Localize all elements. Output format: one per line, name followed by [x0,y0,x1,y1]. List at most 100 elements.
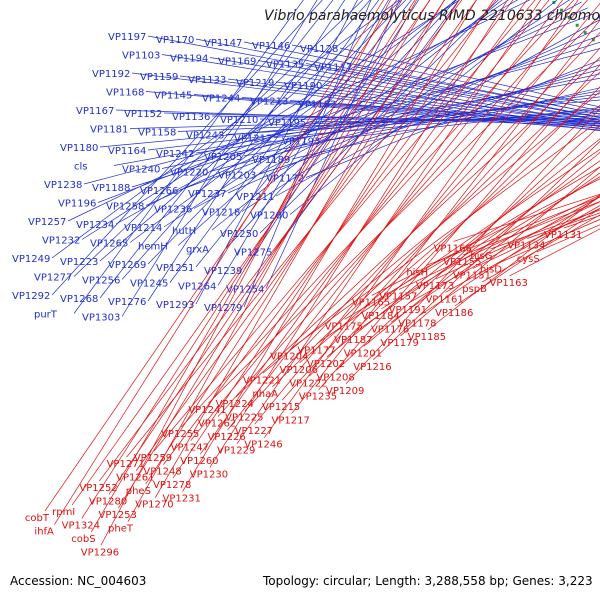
forward-gene-label: VP1193 [282,137,320,148]
forward-gene-label: VP1194 [170,54,208,65]
reverse-gene-label: VP1260 [180,456,218,467]
forward-gene-label: VP1268 [60,294,98,305]
reverse-gene-label: VP1206 [280,365,318,376]
reverse-leader-line [190,0,550,441]
reverse-leader-line [180,0,575,428]
reverse-gene-label: VP1151 [453,270,491,281]
forward-leader-line [307,117,600,123]
reverse-gene-label: VP1247 [171,443,209,454]
forward-leader-line [121,0,318,317]
reverse-leader-line [289,119,600,350]
forward-gene-label: VP1196 [58,199,96,210]
reverse-leader-line [99,0,463,482]
reverse-gene-label: VP1230 [190,470,228,481]
forward-leader-line [99,0,403,262]
reverse-gene-label: VP1221 [243,375,281,386]
reverse-leader-line [291,19,600,414]
forward-leader-line [339,47,600,108]
forward-gene-label: VP1236 [154,205,192,216]
reverse-gene-label: VP1215 [262,402,300,413]
forward-gene-label: VP1180 [60,143,98,154]
forward-gene-label: VP1257 [28,217,66,228]
forward-leader-line [147,0,346,302]
reverse-gene-label: VP1225 [225,413,263,424]
reverse-gene-label: VP1185 [408,332,446,343]
reverse-gene-label: VP1241 [188,405,226,416]
forward-leader-line [275,81,600,125]
forward-gene-label: hemH [138,242,168,253]
reverse-gene-label: VP1178 [398,318,436,329]
forward-leader-line [217,0,389,286]
reverse-gene-label: hisD [480,264,502,275]
scale-tick [575,23,579,27]
reverse-leader-line [281,47,600,401]
forward-gene-label: VP1164 [108,146,146,157]
forward-leader-line [195,93,600,154]
forward-gene-label: VP1251 [156,263,194,274]
reverse-leader-line [472,208,600,269]
forward-leader-line [289,100,600,125]
forward-gene-label: VP1277 [34,273,72,284]
reverse-leader-line [235,57,600,398]
reverse-gene-label: pheT [108,524,134,535]
reverse-gene-label: rpmI [52,507,75,518]
reverse-gene-label: VP1271 [107,459,145,470]
forward-gene-label: VP1152 [124,109,162,120]
reverse-leader-line [100,0,391,546]
forward-gene-label: VP1133 [188,75,226,86]
reverse-leader-line [435,201,600,280]
forward-leader-line [225,111,600,135]
reverse-leader-line [90,0,403,533]
reverse-leader-line [209,0,508,468]
reverse-gene-label: VP1209 [326,386,364,397]
forward-leader-line [275,19,600,197]
forward-gene-label: purT [34,310,58,321]
forward-gene-label: VP1250 [220,229,258,240]
forward-gene-label: VP1172 [266,174,304,185]
reverse-leader-line [44,0,397,512]
reverse-gene-label: VP1155 [443,257,481,268]
reverse-leader-line [390,172,600,323]
reverse-gene-label: VP1280 [89,497,127,508]
forward-gene-label: cls [74,162,88,173]
reverse-gene-label: VP1229 [217,446,255,457]
forward-gene-label: VP1240 [122,165,160,176]
forward-gene-label: VP1146 [252,41,290,52]
reverse-gene-label: VP1224 [216,399,254,410]
reverse-gene-label: VP1262 [198,419,236,430]
forward-leader-line [195,0,412,268]
forward-gene-label: VP1256 [82,276,120,287]
forward-leader-line [99,0,334,299]
reverse-gene-label: VP1255 [161,429,199,440]
forward-leader-line [147,35,600,121]
reverse-leader-line [217,0,588,417]
reverse-gene-label: VP1324 [62,521,100,532]
reverse-gene-label: VP1157 [379,291,417,302]
reverse-gene-label: VP1253 [98,510,136,521]
reverse-gene-label: VP1217 [272,416,310,427]
forward-leader-line [291,44,600,112]
forward-leader-line [305,59,600,178]
reverse-gene-label: pspB [462,284,487,295]
reverse-leader-line [363,152,600,347]
reverse-leader-line [453,193,600,242]
scale-tick [583,31,587,35]
reverse-gene-label: hisH [406,267,428,278]
forward-gene-label: VP1145 [154,91,192,102]
forward-leader-line [291,87,600,160]
gene-labels: VP1197 VP1170 VP1147 VP1146 VP1128 VP1103 VP11… [12,32,582,559]
reverse-leader-line [371,178,600,296]
reverse-leader-line [264,0,579,438]
forward-gene-label: VP1136 [172,112,210,123]
reverse-leader-line [127,0,417,522]
reverse-leader-line [126,0,497,458]
reverse-leader-line [527,212,600,239]
forward-gene-label: VP1218 [202,208,240,219]
forward-leader-line [257,64,600,175]
reverse-gene-label: VP1270 [135,500,173,511]
forward-gene-label: VP1234 [76,220,114,231]
forward-leader-line [211,0,503,231]
forward-gene-label: VP1237 [188,189,226,200]
forward-gene-label: VP1249 [12,254,50,265]
reverse-leader-line [227,0,564,431]
